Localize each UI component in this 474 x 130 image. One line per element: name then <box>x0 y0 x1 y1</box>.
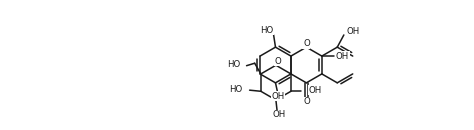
Text: OH: OH <box>272 110 285 119</box>
Text: O: O <box>303 97 310 106</box>
Text: O: O <box>303 39 310 48</box>
Text: HO: HO <box>260 26 273 35</box>
Text: HO: HO <box>227 60 240 69</box>
Text: OH: OH <box>271 92 284 101</box>
Text: OH: OH <box>308 86 321 95</box>
Text: HO: HO <box>229 85 243 94</box>
Text: OH: OH <box>346 27 359 36</box>
Text: OH: OH <box>336 52 349 61</box>
Text: O: O <box>274 57 281 66</box>
